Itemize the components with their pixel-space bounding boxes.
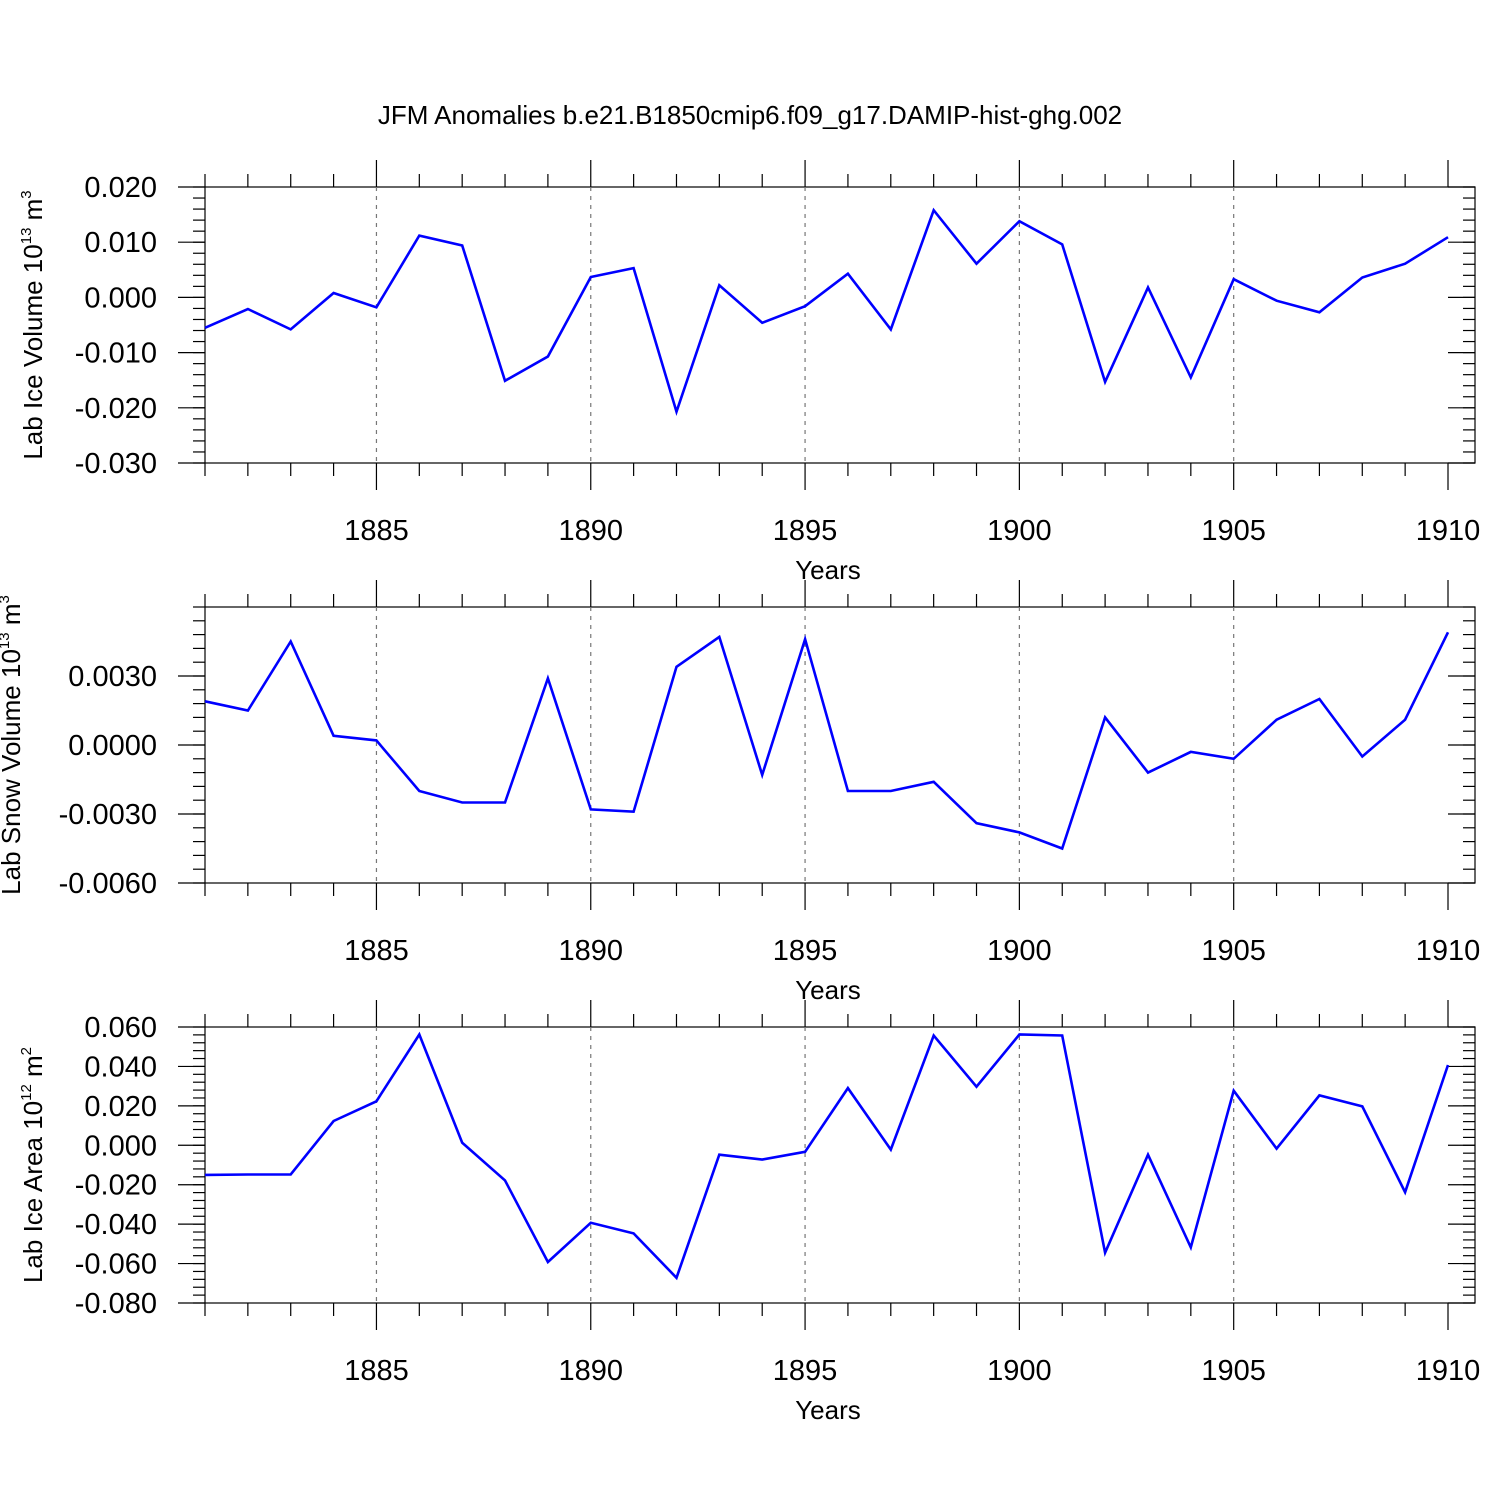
x-tick-label: 1910 — [1416, 515, 1481, 547]
y-axis-label: Lab Ice Area 1012 m2 — [18, 1047, 48, 1283]
y-tick-label: 0.020 — [84, 172, 157, 204]
panel-2: 0.0030 0.0000 -0.0030 -0.0060 1885 1890 1895 19… — [0, 580, 1480, 1005]
y-tick-label: -0.060 — [75, 1249, 157, 1281]
y-tick-label: -0.010 — [75, 338, 157, 370]
y-tick-label: -0.040 — [75, 1209, 157, 1241]
panel-3: 0.060 0.040 0.020 0.000 -0.020 -0.040 -0.060 -0… — [18, 1000, 1480, 1425]
x-tick-label: 1900 — [987, 515, 1052, 547]
x-tick-label: 1895 — [773, 935, 838, 967]
series-line — [204, 631, 1450, 851]
series-line — [204, 207, 1449, 416]
y-tick-label: 0.000 — [84, 282, 157, 314]
y-tick-label: -0.020 — [75, 1170, 157, 1202]
y-tick-label: 0.060 — [84, 1012, 157, 1044]
x-tick-label: 1885 — [344, 1355, 409, 1387]
plot-frame — [204, 606, 1476, 884]
chart-title: JFM Anomalies b.e21.B1850cmip6.f09_g17.D… — [378, 100, 1122, 130]
x-tick-label: 1910 — [1416, 935, 1481, 967]
x-axis-label: Years — [795, 1395, 861, 1425]
y-tick-label: -0.020 — [75, 393, 157, 425]
panel-1: 0.020 0.010 0.000 -0.010 -0.020 -0.030 1885 189… — [18, 160, 1480, 585]
x-tick-label: 1890 — [559, 935, 624, 967]
x-tick-label: 1890 — [559, 1355, 624, 1387]
x-tick-label: 1910 — [1416, 1355, 1481, 1387]
y-tick-label: 0.0030 — [68, 661, 157, 693]
y-tick-label: 0.010 — [84, 227, 157, 259]
x-tick-label: 1900 — [987, 935, 1052, 967]
x-tick-label: 1895 — [773, 515, 838, 547]
plot-frame — [204, 1026, 1476, 1304]
y-tick-label: -0.080 — [75, 1288, 157, 1320]
x-tick-label: 1885 — [344, 515, 409, 547]
y-tick-label: -0.030 — [75, 448, 157, 480]
x-tick-label: 1905 — [1201, 935, 1266, 967]
plot-frame — [204, 186, 1476, 464]
x-tick-label: 1900 — [987, 1355, 1052, 1387]
x-axis-label: Years — [795, 975, 861, 1005]
y-tick-label: 0.020 — [84, 1091, 157, 1123]
y-axis-label: Lab Ice Volume 1013 m3 — [18, 190, 48, 459]
y-tick-label: 0.000 — [84, 1130, 157, 1162]
x-tick-label: 1905 — [1201, 1355, 1266, 1387]
x-tick-label: 1890 — [559, 515, 624, 547]
x-tick-label: 1905 — [1201, 515, 1266, 547]
series-line — [204, 1031, 1450, 1281]
x-tick-label: 1885 — [344, 935, 409, 967]
x-axis-label: Years — [795, 555, 861, 585]
y-tick-label: -0.0030 — [59, 799, 157, 831]
x-tick-label: 1895 — [773, 1355, 838, 1387]
y-tick-label: -0.0060 — [59, 868, 157, 900]
y-tick-label: 0.0000 — [68, 730, 157, 762]
y-tick-label: 0.040 — [84, 1051, 157, 1083]
y-axis-label: Lab Snow Volume 1013 m3 — [0, 595, 26, 895]
